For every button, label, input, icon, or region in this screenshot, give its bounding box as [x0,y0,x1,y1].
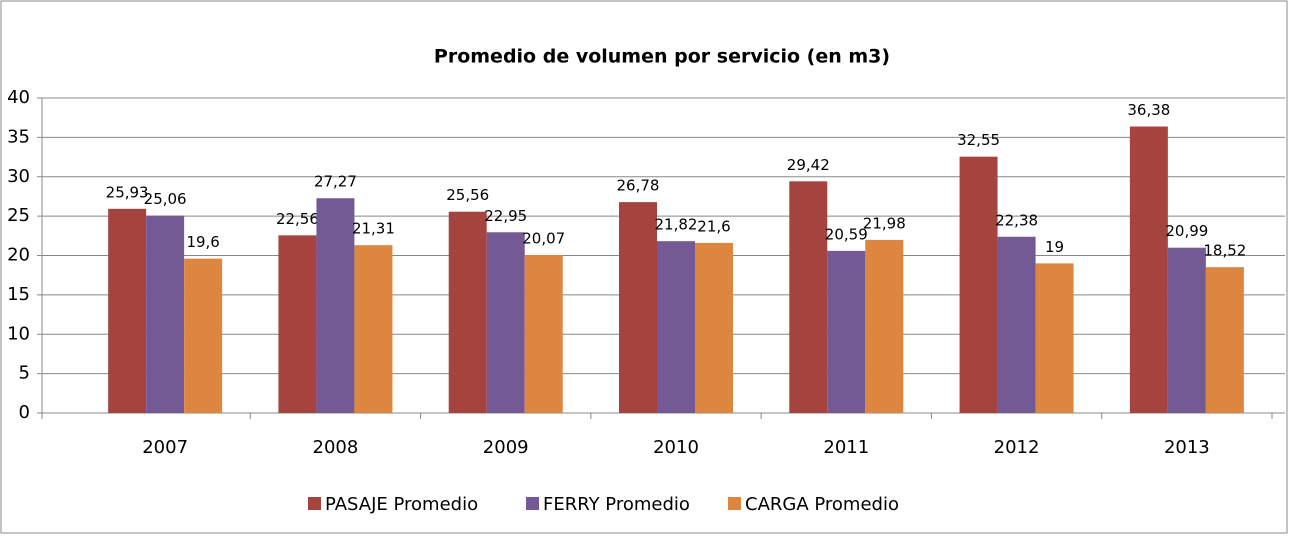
bar [146,215,185,413]
bar [486,232,525,413]
data-label: 25,06 [144,190,187,208]
bar [448,211,487,413]
bar [657,241,695,413]
y-tick-label: 10 [7,323,30,344]
data-label: 25,56 [446,186,489,204]
bar [827,250,866,413]
x-tick-label: 2007 [142,437,188,458]
data-label: 22,95 [484,207,527,225]
bar [959,156,998,413]
bar [278,235,317,413]
data-label: 26,78 [617,177,660,195]
bar [1129,126,1168,413]
chart-title: Promedio de volumen por servicio (en m3) [434,46,890,68]
legend-label: PASAJE Promedio [325,494,478,515]
x-tick-label: 2012 [994,437,1040,458]
data-label: 29,42 [787,156,830,174]
bar [316,198,355,413]
y-tick-label: 15 [7,284,30,305]
legend-swatch [526,497,539,510]
y-tick-label: 25 [7,205,30,226]
bar [184,258,223,413]
bar [619,202,657,413]
y-tick-label: 35 [7,126,30,147]
data-label: 25,93 [106,183,149,201]
data-label: 19 [1045,238,1064,256]
y-tick-label: 20 [7,245,30,266]
bar [1167,247,1206,413]
x-tick-label: 2009 [483,437,529,458]
legend-swatch [308,497,321,510]
data-label: 21,6 [697,217,730,235]
data-label: 21,82 [655,216,698,234]
bar [1035,263,1074,413]
legend-label: FERRY Promedio [543,494,690,515]
y-tick-label: 5 [19,363,30,384]
bar [997,236,1036,413]
bar [1205,267,1244,413]
data-label: 32,55 [957,131,1000,149]
bar [789,181,828,413]
bar [354,245,393,413]
data-label: 20,07 [522,229,565,247]
bar [108,208,147,413]
data-label: 22,56 [276,210,319,228]
legend-label: CARGA Promedio [745,494,899,515]
bar [695,242,733,413]
bar [524,254,563,413]
data-label: 21,31 [352,220,395,238]
x-tick-label: 2010 [653,437,699,458]
data-label: 20,99 [1165,222,1208,240]
y-tick-label: 30 [7,166,30,187]
y-tick-label: 40 [7,87,30,108]
data-label: 27,27 [314,173,357,191]
data-label: 22,38 [995,211,1038,229]
data-label: 19,6 [186,233,219,251]
x-tick-label: 2008 [313,437,359,458]
data-label: 20,59 [825,225,868,243]
bar [865,239,904,413]
x-tick-label: 2011 [823,437,869,458]
y-tick-label: 0 [19,402,30,423]
x-tick-label: 2013 [1164,437,1210,458]
legend-swatch [728,497,741,510]
data-label: 18,52 [1203,242,1246,260]
data-label: 36,38 [1127,101,1170,119]
data-label: 21,98 [863,214,906,232]
